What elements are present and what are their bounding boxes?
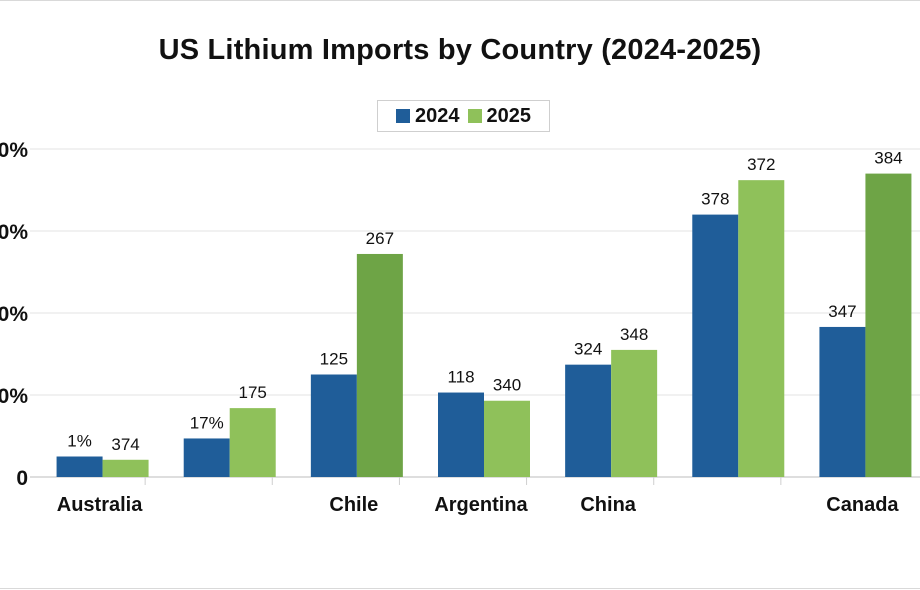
- data-label: 378: [701, 190, 729, 209]
- data-label: 125: [320, 350, 348, 369]
- legend: 2024 2025: [377, 100, 550, 132]
- x-tick-label: Canada: [826, 494, 899, 516]
- y-tick-label: 0: [16, 467, 28, 490]
- bar-2025-2: [356, 253, 403, 477]
- bar-2024-3: [438, 392, 484, 477]
- x-tick-label: Argentina: [434, 494, 528, 516]
- top-border: [0, 0, 920, 1]
- legend-item-2025: 2025: [467, 104, 532, 128]
- bar-2024-1: [183, 438, 230, 477]
- data-label: 348: [620, 325, 648, 344]
- data-label: 1%: [67, 432, 92, 451]
- y-tick-label: 0%: [0, 385, 28, 408]
- data-label: 372: [747, 155, 775, 174]
- bar-2024-2: [310, 374, 357, 477]
- legend-label-2025: 2025: [486, 104, 532, 127]
- bar-2025-0: [102, 459, 149, 477]
- bar-2025-6: [865, 173, 912, 477]
- legend-swatch-2024: [396, 109, 410, 123]
- y-tick-label: 0%: [0, 221, 28, 244]
- data-label: 340: [493, 376, 521, 395]
- legend-item-2024: 2024: [396, 105, 460, 128]
- x-tick-label: Australia: [57, 494, 143, 516]
- legend-label-2024: 2024: [415, 104, 460, 127]
- bar-2024-4: [565, 364, 612, 477]
- y-tick-label: 0%: [0, 303, 28, 326]
- data-label: 374: [111, 435, 139, 454]
- chart-title: US Lithium Imports by Country (2024-2025…: [158, 34, 762, 66]
- data-label: 384: [874, 149, 902, 168]
- data-label: 324: [574, 340, 602, 359]
- bottom-border: [0, 588, 920, 589]
- bar-2025-1: [229, 408, 276, 477]
- bar-2024-0: [56, 456, 103, 477]
- y-tick-label: 0%: [0, 139, 28, 162]
- legend-swatch-2025: [467, 109, 482, 123]
- x-tick-label: China: [580, 494, 636, 516]
- bar-2025-4: [611, 349, 658, 477]
- data-label: 267: [366, 229, 394, 248]
- data-label: 118: [447, 368, 474, 387]
- x-tick-label: Chile: [329, 494, 378, 516]
- data-label: 17%: [190, 413, 224, 432]
- data-label: 175: [239, 383, 267, 402]
- bar-2024-5: [692, 214, 739, 477]
- bar-2024-6: [819, 326, 866, 477]
- bar-2025-3: [484, 400, 530, 477]
- bar-2025-5: [738, 180, 785, 477]
- data-label: 347: [828, 302, 856, 321]
